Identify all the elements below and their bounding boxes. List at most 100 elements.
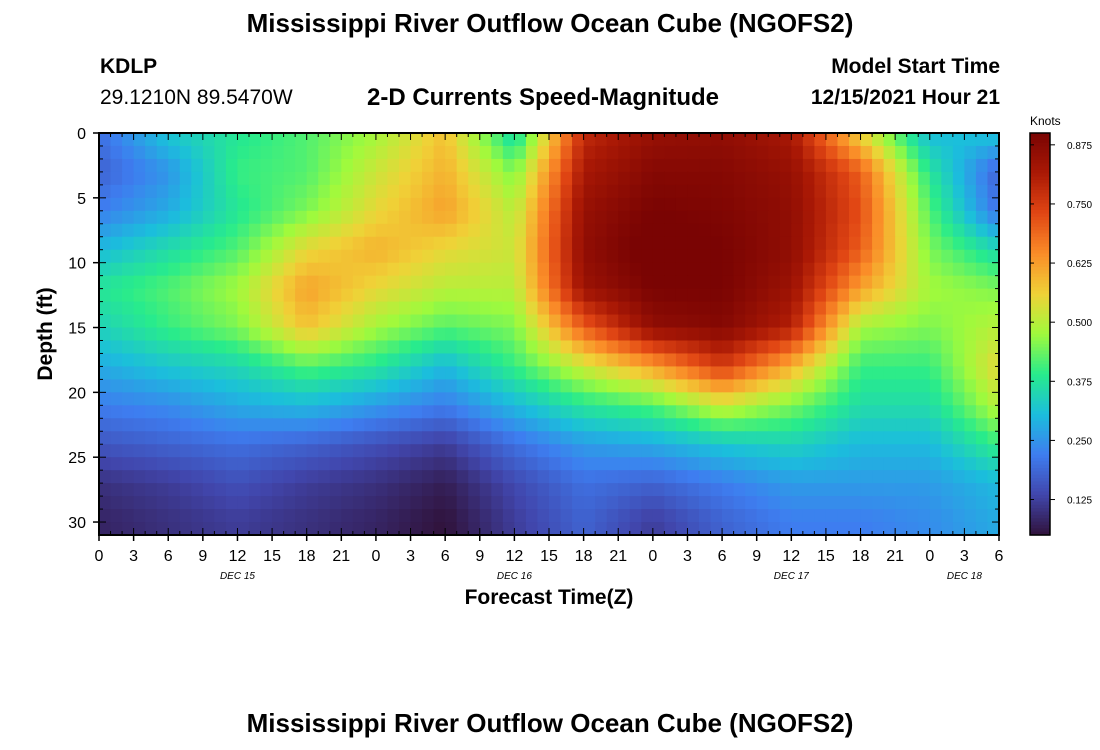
heatmap-cell <box>156 236 169 251</box>
heatmap-cell <box>225 431 239 445</box>
heatmap-cell <box>618 249 631 264</box>
heatmap-cell <box>225 340 239 355</box>
heatmap-cell <box>237 133 250 147</box>
heatmap-cell <box>329 288 342 303</box>
heatmap-cell <box>456 418 469 432</box>
heatmap-cell <box>122 496 135 510</box>
heatmap-cell <box>791 483 804 497</box>
heatmap-cell <box>756 405 769 419</box>
heatmap-cell <box>572 457 585 471</box>
heatmap-cell <box>987 496 1000 510</box>
heatmap-cell <box>860 444 873 458</box>
heatmap-cell <box>768 392 781 406</box>
heatmap-cell <box>387 340 400 355</box>
heatmap-cell <box>145 496 158 510</box>
heatmap-cell <box>145 210 158 225</box>
heatmap-cell <box>629 210 642 225</box>
colorbar-swatch <box>1030 414 1050 419</box>
heatmap-cell <box>168 171 181 186</box>
heatmap-cell <box>872 288 885 303</box>
heatmap-cell <box>779 171 792 186</box>
heatmap-cell <box>572 340 585 355</box>
heatmap-cell <box>768 366 781 380</box>
heatmap-cell <box>214 249 227 264</box>
x-tick-label: 12 <box>782 548 800 565</box>
colorbar-tick-label: 0.125 <box>1067 496 1092 507</box>
heatmap-cell <box>364 483 377 497</box>
heatmap-cell <box>433 340 446 355</box>
heatmap-cell <box>791 171 804 186</box>
heatmap-cell <box>675 145 689 160</box>
heatmap-cell <box>145 133 158 147</box>
heatmap-cell <box>399 327 412 342</box>
heatmap-cell <box>929 171 942 186</box>
heatmap-cell <box>825 184 839 199</box>
heatmap-cell <box>768 249 781 264</box>
heatmap-cell <box>814 236 827 251</box>
heatmap-cell <box>779 418 792 432</box>
heatmap-cell <box>652 431 665 445</box>
heatmap-cell <box>133 405 146 419</box>
heatmap-cell <box>179 184 192 199</box>
heatmap-cell <box>918 210 931 225</box>
heatmap-cell <box>202 444 215 458</box>
heatmap-cell <box>756 457 769 471</box>
heatmap-cell <box>468 301 481 316</box>
heatmap-cell <box>814 301 827 316</box>
heatmap-cell <box>779 327 792 342</box>
heatmap-cell <box>895 210 908 225</box>
heatmap-cell <box>549 236 562 251</box>
heatmap-cell <box>733 483 746 497</box>
heatmap-cell <box>768 353 781 368</box>
heatmap-cell <box>768 133 781 147</box>
heatmap-cell <box>295 223 308 238</box>
heatmap-cell <box>249 249 262 264</box>
heatmap-cell <box>364 457 377 471</box>
heatmap-cell <box>883 470 896 484</box>
heatmap-cell <box>456 275 469 290</box>
heatmap-cell <box>872 470 885 484</box>
heatmap-cell <box>179 366 192 380</box>
heatmap-cell <box>849 327 862 342</box>
heatmap-cell <box>572 262 585 277</box>
colorbar-swatch <box>1030 524 1050 529</box>
heatmap-cell <box>341 197 354 212</box>
colorbar-swatch <box>1030 260 1050 265</box>
heatmap-cell <box>583 301 596 316</box>
heatmap-cell <box>618 431 631 445</box>
heatmap-cell <box>975 275 989 290</box>
heatmap-cell <box>952 288 965 303</box>
heatmap-cell <box>168 457 181 471</box>
heatmap-cell <box>445 171 458 186</box>
heatmap-cell <box>514 340 527 355</box>
heatmap-cell <box>422 431 435 445</box>
heatmap-cell <box>260 444 273 458</box>
heatmap-cell <box>952 509 965 523</box>
heatmap-cell <box>802 457 815 471</box>
heatmap-cell <box>779 470 792 484</box>
heatmap-cell <box>964 509 977 523</box>
heatmap-cell <box>664 314 677 329</box>
heatmap-cell <box>595 418 608 432</box>
heatmap-cell <box>479 444 492 458</box>
heatmap-cell <box>260 301 273 316</box>
colorbar-swatch <box>1030 380 1050 385</box>
heatmap-cell <box>779 301 792 316</box>
y-tick-label: 30 <box>68 515 86 532</box>
heatmap-cell <box>745 353 758 368</box>
heatmap-cell <box>306 249 319 264</box>
heatmap-cell <box>283 522 296 536</box>
heatmap-cell <box>225 262 239 277</box>
heatmap-cell <box>560 405 573 419</box>
heatmap-cell <box>99 197 112 212</box>
heatmap-cell <box>768 171 781 186</box>
heatmap-cell <box>445 327 458 342</box>
heatmap-cell <box>952 210 965 225</box>
heatmap-cell <box>952 431 965 445</box>
heatmap-cell <box>214 496 227 510</box>
heatmap-cell <box>283 145 296 160</box>
heatmap-cell <box>722 275 735 290</box>
heatmap-cell <box>722 327 735 342</box>
heatmap-cell <box>399 431 412 445</box>
heatmap-cell <box>387 353 400 368</box>
